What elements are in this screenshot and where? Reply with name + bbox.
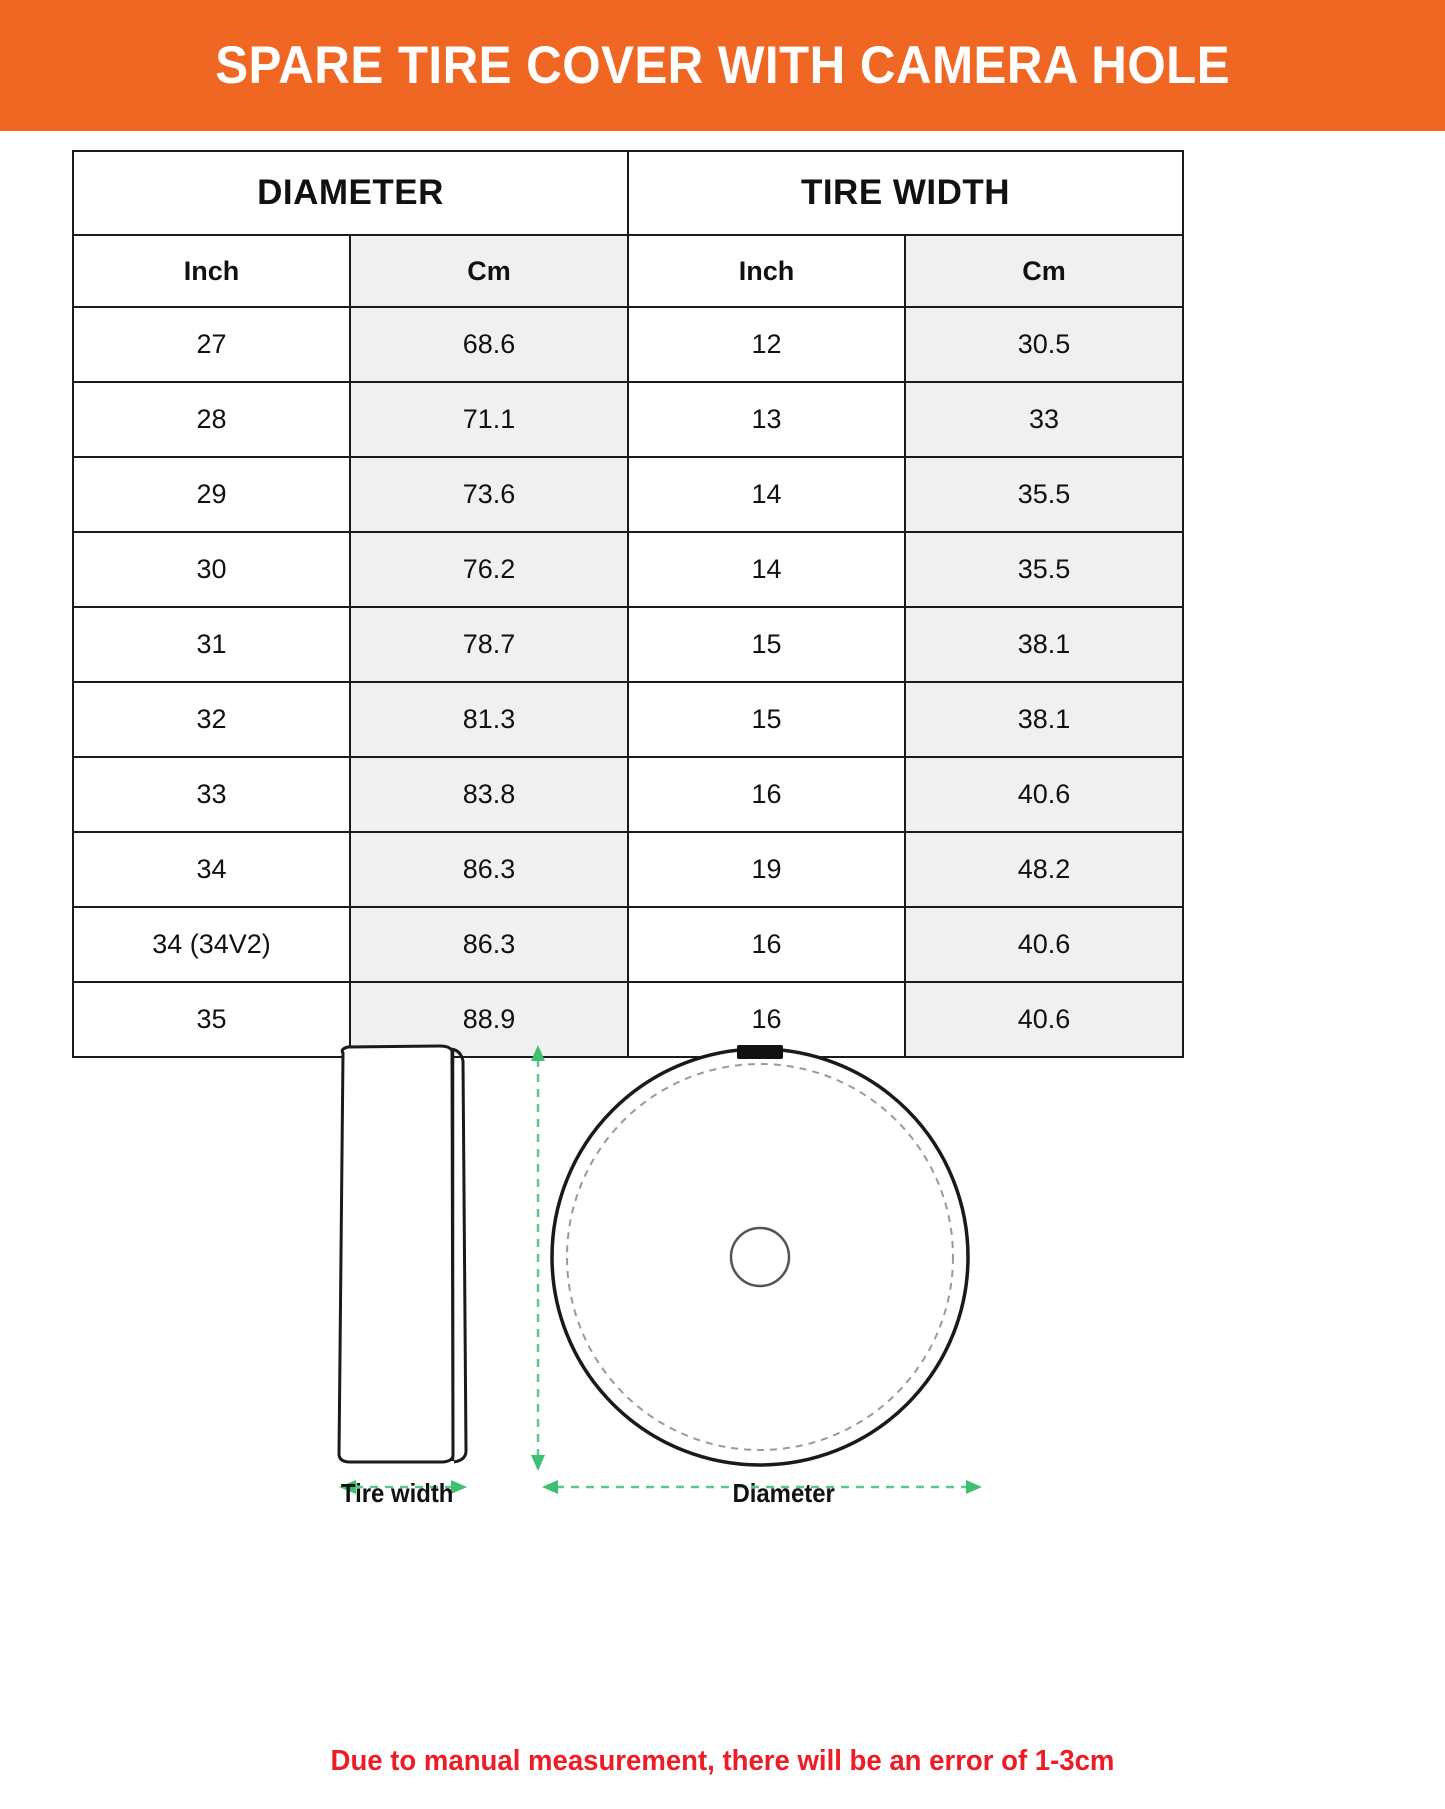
sub-header-row: Inch Cm Inch Cm <box>72 234 1185 308</box>
cell-diameter-cm: 78.7 <box>349 606 629 683</box>
tire-width-arrow <box>339 1480 467 1494</box>
cell-diameter-inch: 30 <box>72 531 351 608</box>
table-row: 29 73.6 14 35.5 <box>72 456 1185 533</box>
cell-width-inch: 14 <box>627 456 906 533</box>
measurement-diagram <box>280 1025 1060 1545</box>
measurement-disclaimer: Due to manual measurement, there will be… <box>330 1745 1115 1777</box>
cell-width-inch: 12 <box>627 306 906 383</box>
cell-diameter-inch: 33 <box>72 756 351 833</box>
tire-width-label: Tire width <box>340 1478 454 1508</box>
cell-diameter-inch: 28 <box>72 381 351 458</box>
sub-header-diameter-inch: Inch <box>72 234 351 308</box>
table-row: 28 71.1 13 33 <box>72 381 1185 458</box>
tire-cover-side-view <box>337 1044 468 1464</box>
cell-diameter-cm: 81.3 <box>349 681 629 758</box>
cell-diameter-cm: 71.1 <box>349 381 629 458</box>
table-row: 34 (34V2) 86.3 16 40.6 <box>72 906 1185 983</box>
page-title: SPARE TIRE COVER WITH CAMERA HOLE <box>215 36 1230 95</box>
cell-width-inch: 16 <box>627 756 906 833</box>
diameter-horizontal-arrow <box>542 1480 982 1494</box>
diameter-vertical-arrow <box>531 1045 545 1471</box>
size-table: DIAMETER TIRE WIDTH Inch Cm Inch Cm 27 6… <box>72 150 1185 1058</box>
cell-width-cm: 33 <box>903 381 1185 458</box>
table-row: 30 76.2 14 35.5 <box>72 531 1185 608</box>
cell-diameter-inch: 29 <box>72 456 351 533</box>
cell-width-cm: 48.2 <box>903 831 1185 908</box>
cell-width-cm: 35.5 <box>903 456 1185 533</box>
cell-width-cm: 40.6 <box>903 906 1185 983</box>
cell-diameter-cm: 86.3 <box>349 906 629 983</box>
cell-width-inch: 15 <box>627 681 906 758</box>
group-header-row: DIAMETER TIRE WIDTH <box>72 150 1185 236</box>
sub-header-width-cm: Cm <box>903 234 1185 308</box>
cell-width-cm: 40.6 <box>903 981 1185 1058</box>
table-row: 31 78.7 15 38.1 <box>72 606 1185 683</box>
cell-diameter-inch: 34 <box>72 831 351 908</box>
sub-header-diameter-cm: Cm <box>349 234 629 308</box>
cell-width-cm: 30.5 <box>903 306 1185 383</box>
cell-width-inch: 19 <box>627 831 906 908</box>
diagram-captions: Tire width Diameter <box>0 1478 1445 1518</box>
cell-diameter-inch: 32 <box>72 681 351 758</box>
cell-diameter-cm: 88.9 <box>349 981 629 1058</box>
cell-diameter-cm: 68.6 <box>349 306 629 383</box>
cell-width-inch: 13 <box>627 381 906 458</box>
size-table-container: DIAMETER TIRE WIDTH Inch Cm Inch Cm 27 6… <box>72 150 1185 1058</box>
group-header-diameter: DIAMETER <box>72 150 629 236</box>
cell-width-cm: 38.1 <box>903 606 1185 683</box>
table-row: 32 81.3 15 38.1 <box>72 681 1185 758</box>
cell-diameter-cm: 76.2 <box>349 531 629 608</box>
cell-diameter-cm: 86.3 <box>349 831 629 908</box>
cell-diameter-inch: 31 <box>72 606 351 683</box>
table-row: 33 83.8 16 40.6 <box>72 756 1185 833</box>
cell-width-inch: 15 <box>627 606 906 683</box>
table-row: 35 88.9 16 40.6 <box>72 981 1185 1058</box>
tire-cover-front-view <box>550 1045 970 1467</box>
cell-diameter-inch: 27 <box>72 306 351 383</box>
table-row: 27 68.6 12 30.5 <box>72 306 1185 383</box>
table-head: DIAMETER TIRE WIDTH Inch Cm Inch Cm <box>72 150 1185 308</box>
table-body: 27 68.6 12 30.5 28 71.1 13 33 29 73.6 14… <box>72 306 1185 1058</box>
cell-width-cm: 35.5 <box>903 531 1185 608</box>
cell-width-inch: 16 <box>627 906 906 983</box>
cell-diameter-inch: 35 <box>72 981 351 1058</box>
sub-header-width-inch: Inch <box>627 234 906 308</box>
center-hole <box>729 1226 791 1288</box>
cell-width-inch: 14 <box>627 531 906 608</box>
cell-width-cm: 40.6 <box>903 756 1185 833</box>
cell-diameter-cm: 73.6 <box>349 456 629 533</box>
table-row: 34 86.3 19 48.2 <box>72 831 1185 908</box>
cell-diameter-cm: 83.8 <box>349 756 629 833</box>
camera-hole-notch <box>737 1045 783 1059</box>
group-header-tire-width: TIRE WIDTH <box>626 150 1185 236</box>
diameter-label: Diameter <box>732 1478 835 1508</box>
cell-diameter-inch: 34 (34V2) <box>72 906 351 983</box>
cell-width-cm: 38.1 <box>903 681 1185 758</box>
header-banner: SPARE TIRE COVER WITH CAMERA HOLE <box>0 0 1445 131</box>
